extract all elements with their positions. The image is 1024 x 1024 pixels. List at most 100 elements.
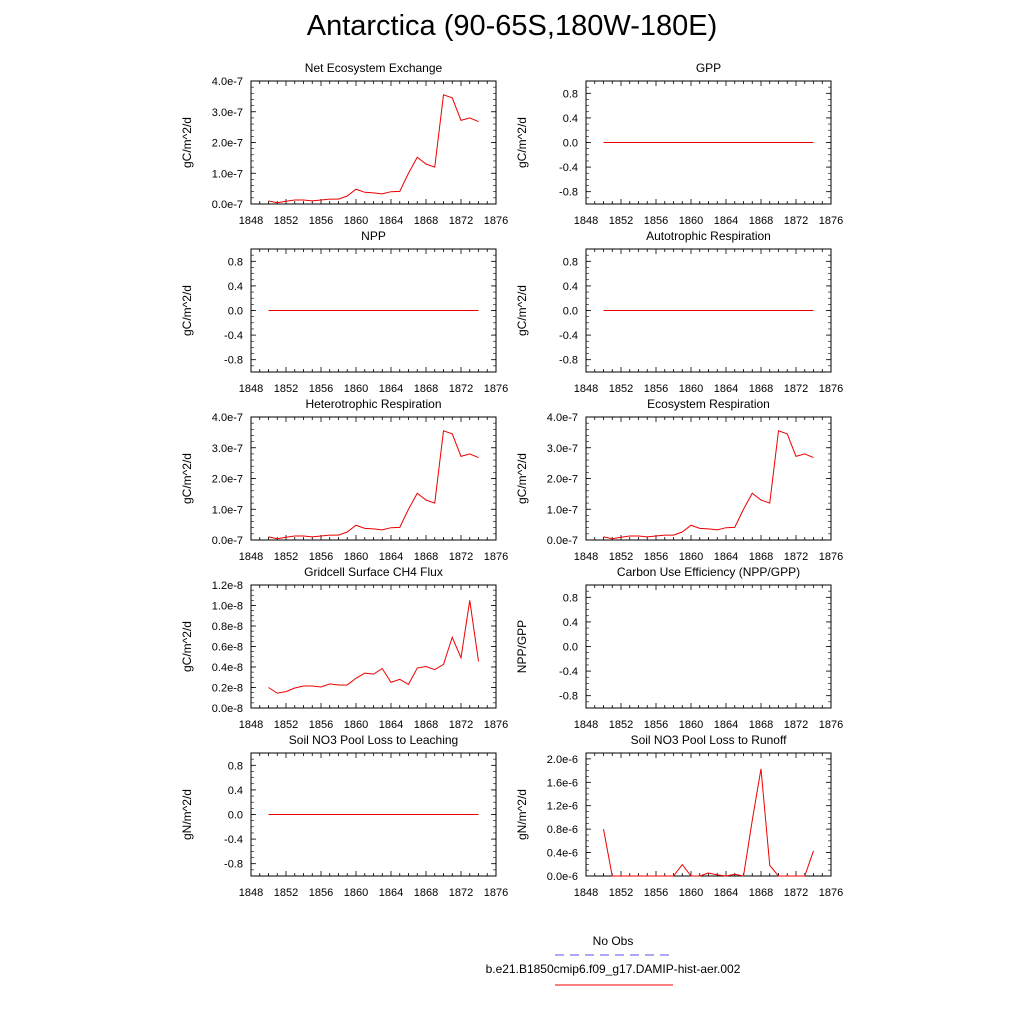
y-tick-label: 1.0e-7 (212, 168, 243, 180)
x-tick-label: 1860 (679, 719, 703, 731)
x-tick-label: 1864 (714, 215, 738, 227)
x-tick-label: 1856 (644, 215, 668, 227)
y-tick-label: -0.4 (559, 330, 578, 342)
x-tick-label: 1856 (309, 887, 333, 899)
y-axis-label: gC/m^2/d (180, 453, 194, 504)
y-axis-label: gN/m^2/d (515, 789, 529, 840)
x-tick-label: 1864 (379, 215, 403, 227)
x-tick-label: 1872 (784, 719, 808, 731)
x-tick-label: 1848 (574, 719, 598, 731)
y-tick-label: 0.8e-8 (212, 621, 243, 633)
chart-panel: 1848 1852 1856 1860 1864 1868 1872 1876 0.0e-6 0.… (515, 733, 843, 899)
x-tick-label: 1856 (644, 383, 668, 395)
chart-panel: 1848 1852 1856 1860 1864 1868 1872 1876 -0.8 -0.4… (515, 565, 843, 731)
y-axis-label: gC/m^2/d (180, 117, 194, 168)
x-tick-label: 1868 (749, 887, 773, 899)
x-tick-label: 1868 (414, 551, 438, 563)
chart-title: Soil NO3 Pool Loss to Leaching (289, 733, 458, 747)
x-tick-label: 1864 (379, 719, 403, 731)
x-tick-label: 1852 (274, 887, 298, 899)
x-tick-label: 1872 (449, 551, 473, 563)
x-tick-label: 1864 (379, 383, 403, 395)
x-tick-label: 1856 (644, 719, 668, 731)
chart-title: Net Ecosystem Exchange (305, 61, 443, 75)
plot-frame (250, 80, 497, 205)
y-tick-label: 2.0e-7 (212, 474, 243, 486)
series-line (268, 430, 479, 540)
series-line (603, 430, 814, 540)
x-tick-label: 1856 (644, 551, 668, 563)
x-tick-label: 1868 (414, 887, 438, 899)
x-tick-label: 1876 (484, 383, 508, 395)
x-tick-label: 1848 (239, 719, 263, 731)
x-tick-label: 1860 (679, 215, 703, 227)
x-tick-label: 1864 (379, 887, 403, 899)
x-tick-label: 1852 (274, 215, 298, 227)
x-tick-label: 1876 (484, 719, 508, 731)
x-tick-label: 1860 (344, 383, 368, 395)
x-tick-label: 1848 (574, 887, 598, 899)
y-tick-label: 3.0e-7 (212, 443, 243, 455)
y-tick-label: -0.4 (559, 666, 578, 678)
x-tick-label: 1852 (274, 719, 298, 731)
x-tick-label: 1848 (239, 383, 263, 395)
x-tick-label: 1856 (309, 719, 333, 731)
x-tick-label: 1872 (784, 383, 808, 395)
y-axis-label: gC/m^2/d (515, 285, 529, 336)
chart-title: GPP (696, 61, 721, 75)
y-tick-label: 0.0 (228, 306, 243, 318)
chart-title: Autotrophic Respiration (646, 229, 771, 243)
y-tick-label: 2.0e-7 (212, 138, 243, 150)
x-tick-label: 1848 (239, 551, 263, 563)
y-tick-label: 0.0 (228, 810, 243, 822)
x-tick-label: 1860 (679, 551, 703, 563)
x-tick-label: 1876 (819, 383, 843, 395)
plot-frame (250, 584, 497, 709)
x-tick-label: 1868 (749, 383, 773, 395)
chart-title: Heterotrophic Respiration (305, 397, 441, 411)
y-tick-label: 0.0e-7 (212, 535, 243, 547)
x-tick-label: 1876 (484, 551, 508, 563)
x-tick-label: 1872 (449, 719, 473, 731)
x-tick-label: 1876 (484, 887, 508, 899)
y-tick-label: 1.0e-7 (547, 504, 578, 516)
x-tick-label: 1864 (714, 383, 738, 395)
x-tick-label: 1848 (239, 215, 263, 227)
y-tick-label: -0.8 (559, 691, 578, 703)
legend: No Obs b.e21.B1850cmip6.f09_g17.DAMIP-his… (486, 934, 741, 986)
y-tick-label: 0.4 (228, 281, 243, 293)
x-tick-label: 1864 (714, 551, 738, 563)
chart-panel: 1848 1852 1856 1860 1864 1868 1872 1876 -0.8 -0.4… (180, 733, 508, 899)
x-tick-label: 1864 (714, 887, 738, 899)
y-tick-label: 4.0e-7 (212, 76, 243, 88)
x-tick-label: 1852 (609, 215, 633, 227)
x-tick-label: 1856 (309, 215, 333, 227)
x-tick-label: 1856 (309, 551, 333, 563)
x-tick-label: 1872 (449, 215, 473, 227)
x-tick-label: 1864 (379, 551, 403, 563)
y-tick-label: 2.0e-6 (547, 754, 578, 766)
y-tick-label: 0.4 (563, 617, 578, 629)
chart-panel: 1848 1852 1856 1860 1864 1868 1872 1876 0.0e-7 1.… (515, 397, 843, 563)
plot-frame (585, 584, 832, 709)
x-tick-label: 1860 (344, 215, 368, 227)
y-tick-label: -0.8 (559, 355, 578, 367)
y-tick-label: -0.8 (224, 859, 243, 871)
x-tick-label: 1848 (574, 551, 598, 563)
chart-panel: 1848 1852 1856 1860 1864 1868 1872 1876 -0.8 -0.4… (515, 61, 843, 227)
legend-model-label: b.e21.B1850cmip6.f09_g17.DAMIP-hist-aer.… (486, 962, 741, 976)
y-axis-label: gC/m^2/d (515, 453, 529, 504)
x-tick-label: 1876 (819, 719, 843, 731)
chart-title: Ecosystem Respiration (647, 397, 770, 411)
y-tick-label: 4.0e-7 (547, 412, 578, 424)
y-tick-label: 0.0 (563, 306, 578, 318)
legend-obs-label: No Obs (593, 934, 634, 948)
plot-frame (585, 752, 832, 877)
y-tick-label: 0.0e-7 (212, 199, 243, 211)
chart-title: Soil NO3 Pool Loss to Runoff (631, 733, 788, 747)
y-tick-label: 3.0e-7 (212, 107, 243, 119)
chart-title: Carbon Use Efficiency (NPP/GPP) (617, 565, 800, 579)
y-tick-label: 1.2e-6 (547, 801, 578, 813)
x-tick-label: 1860 (679, 383, 703, 395)
